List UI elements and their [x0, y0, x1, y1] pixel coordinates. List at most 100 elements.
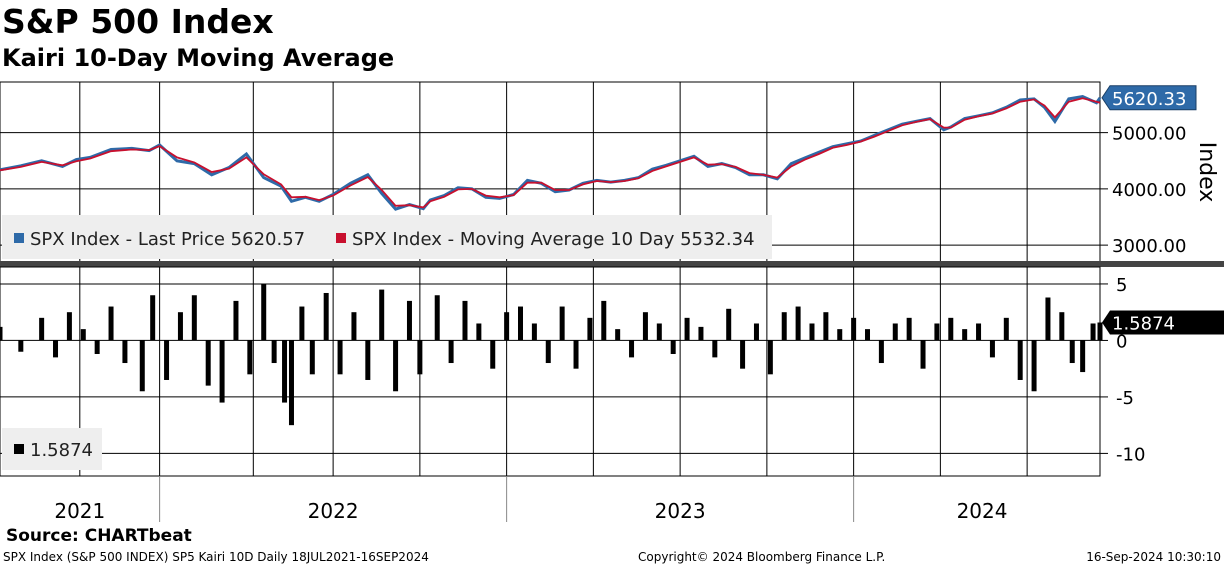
kairi-bar — [518, 306, 524, 341]
kairi-bar — [261, 283, 267, 341]
kairi-bar — [545, 340, 551, 364]
chart-subtitle: Kairi 10-Day Moving Average — [2, 44, 395, 72]
kairi-bar — [177, 312, 183, 341]
kairi-bar — [1090, 323, 1096, 341]
footer-copyright: Copyright© 2024 Bloomberg Finance L.P. — [638, 550, 886, 564]
kairi-bar — [740, 340, 746, 369]
kairi-bar — [462, 300, 468, 341]
kairi-bar — [271, 340, 277, 364]
kairi-bar — [247, 340, 253, 375]
kairi-bar — [94, 340, 100, 354]
kairi-bar — [191, 295, 197, 341]
kairi-bar — [1031, 340, 1037, 392]
kairi-bar — [906, 317, 912, 341]
last-kairi-tag-label: 1.5874 — [1112, 313, 1175, 334]
kairi-bar — [393, 340, 399, 392]
kairi-bar — [587, 317, 593, 341]
kairi-bar — [337, 340, 343, 375]
x-tick-label-year: 2021 — [54, 499, 105, 523]
kairi-bar — [865, 329, 871, 341]
kairi-bar — [559, 306, 565, 341]
kairi-bar — [878, 340, 884, 364]
kairi-bar — [1045, 297, 1051, 341]
kairi-bar — [1069, 340, 1075, 364]
kairi-bar — [434, 295, 440, 341]
kairi-bar — [18, 340, 24, 352]
kairi-bar — [448, 340, 454, 364]
kairi-bar — [80, 329, 86, 341]
kairi-bar — [233, 300, 239, 341]
kairi-bar — [601, 300, 607, 341]
price-legend-label: SPX Index - Last Price 5620.57 — [30, 229, 305, 250]
kairi-bar — [934, 323, 940, 341]
kairi-bar — [573, 340, 579, 369]
kairi-bar — [66, 312, 72, 341]
kairi-bar — [809, 323, 815, 341]
panel-divider — [0, 261, 1224, 267]
footer-security-info: SPX Index (S&P 500 INDEX) SP5 Kairi 10D … — [3, 550, 429, 564]
kairi-bar — [122, 340, 128, 364]
kairi-bar — [712, 340, 718, 358]
kairi-bar — [164, 340, 170, 380]
kairi-bar — [642, 312, 648, 341]
ma-legend-label: SPX Index - Moving Average 10 Day 5532.3… — [352, 229, 755, 250]
kairi-tick-label: 0 — [1116, 331, 1127, 352]
source-label: Source: CHARTbeat — [6, 526, 192, 546]
kairi-bar — [684, 317, 690, 341]
kairi-bar — [989, 340, 995, 358]
kairi-bar — [39, 317, 45, 341]
chart-title: S&P 500 Index — [2, 2, 274, 41]
kairi-bar — [1097, 322, 1103, 341]
price-legend-box — [2, 215, 772, 259]
kairi-bar — [139, 340, 145, 392]
kairi-bar — [781, 312, 787, 341]
x-tick-label-year: 2023 — [655, 499, 706, 523]
last-price-tag — [1101, 85, 1197, 111]
kairi-bar — [1080, 340, 1086, 373]
last-price-tag-label: 5620.33 — [1112, 89, 1186, 110]
kairi-bar — [108, 306, 114, 341]
kairi-bar — [976, 323, 982, 341]
kairi-bar — [698, 326, 704, 341]
kairi-bar — [406, 300, 412, 341]
kairi-bar — [851, 317, 857, 341]
kairi-legend-label: 1.5874 — [30, 440, 93, 461]
kairi-bar — [795, 306, 801, 341]
kairi-bar — [948, 317, 954, 341]
last-kairi-tag — [1102, 310, 1224, 335]
kairi-bar — [767, 340, 773, 375]
moving-average-line — [0, 97, 1101, 209]
kairi-panel-frame — [0, 266, 1101, 477]
kairi-bar — [476, 323, 482, 341]
kairi-tick-label: -5 — [1116, 388, 1134, 409]
x-tick-label-year: 2024 — [957, 499, 1008, 523]
kairi-bar — [219, 340, 225, 403]
kairi-tick-label: 5 — [1116, 275, 1127, 296]
price-legend-swatch — [14, 233, 24, 243]
kairi-bar — [323, 292, 329, 341]
kairi-bar — [1017, 340, 1023, 380]
kairi-bar — [205, 340, 211, 386]
kairi-bar — [365, 340, 371, 380]
price-tick-label: 5000.00 — [1112, 124, 1186, 145]
kairi-bar — [726, 308, 732, 341]
kairi-bar — [288, 340, 294, 426]
kairi-bar — [490, 340, 496, 369]
kairi-bar — [282, 340, 288, 403]
kairi-legend-swatch — [14, 444, 24, 454]
kairi-bar — [1059, 312, 1065, 341]
price-axis-title: Index — [1194, 142, 1219, 203]
ma-legend-swatch — [336, 233, 346, 243]
kairi-tick-label: -10 — [1116, 444, 1145, 465]
kairi-bar — [309, 340, 315, 375]
kairi-bar — [920, 340, 926, 369]
footer-timestamp: 16-Sep-2024 10:30:10 — [1086, 550, 1221, 564]
kairi-bar — [417, 340, 423, 375]
kairi-bar — [837, 329, 843, 341]
kairi-bar — [531, 323, 537, 341]
kairi-bar — [962, 329, 968, 341]
kairi-bar — [656, 323, 662, 341]
kairi-bar — [670, 340, 676, 354]
kairi-bar — [753, 323, 759, 341]
